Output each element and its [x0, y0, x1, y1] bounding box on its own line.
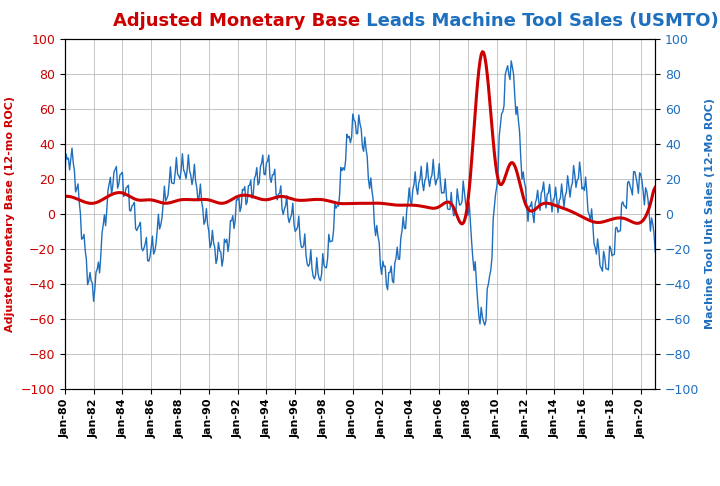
- Y-axis label: Adjusted Monetary Base (12-mo ROC): Adjusted Monetary Base (12-mo ROC): [5, 96, 15, 332]
- Text: Leads Machine Tool Sales (USMTO): Leads Machine Tool Sales (USMTO): [360, 12, 719, 30]
- Y-axis label: Machine Tool Unit Sales (12-Mo ROC): Machine Tool Unit Sales (12-Mo ROC): [705, 98, 715, 330]
- Text: Adjusted Monetary Base: Adjusted Monetary Base: [113, 12, 360, 30]
